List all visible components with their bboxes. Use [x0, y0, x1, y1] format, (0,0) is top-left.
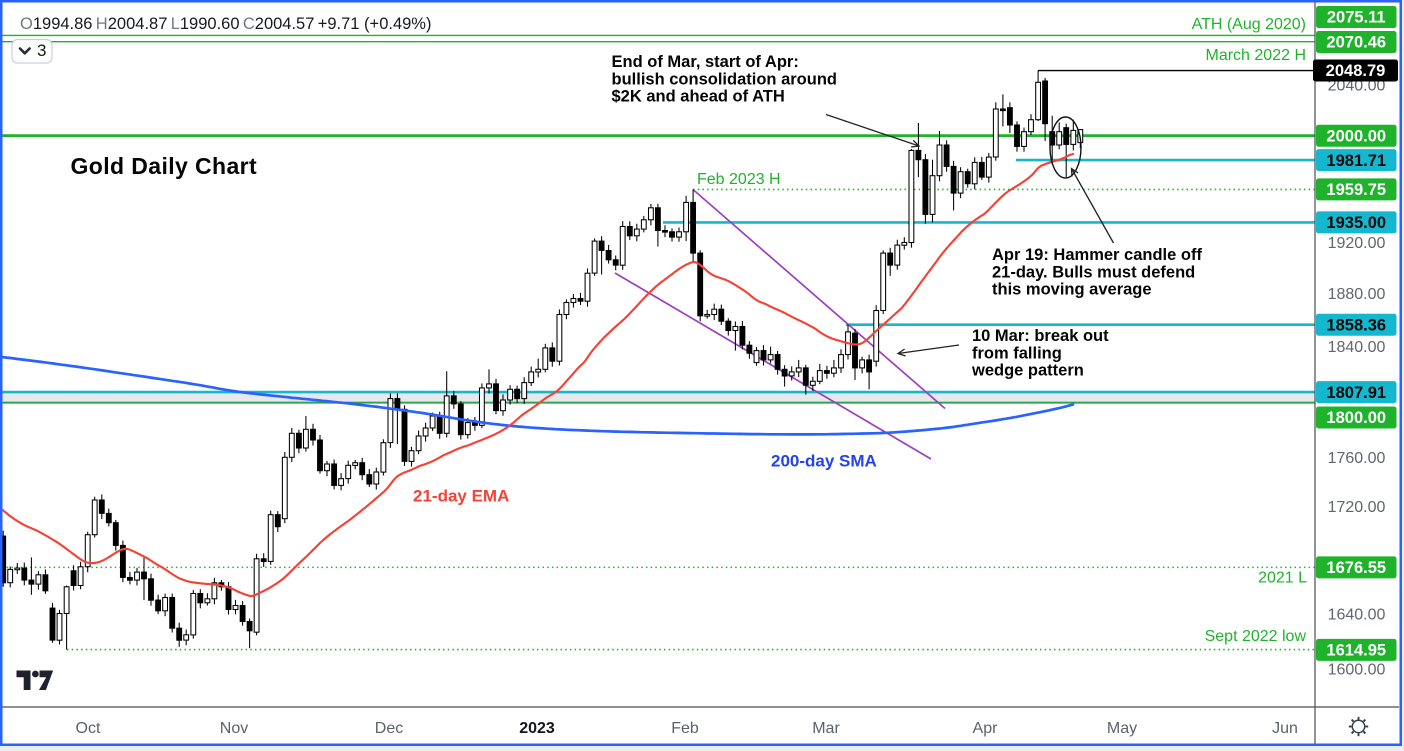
svg-text:1920.00: 1920.00 — [1328, 235, 1386, 252]
svg-text:Jun: Jun — [1272, 720, 1298, 737]
svg-text:Mar: Mar — [812, 720, 840, 737]
svg-text:O1994.86 H2004.87 L1990.60 C20: O1994.86 H2004.87 L1990.60 C2004.57 +9.7… — [20, 15, 431, 33]
svg-text:bullish consolidation around: bullish consolidation around — [612, 70, 838, 88]
svg-text:1880.00: 1880.00 — [1328, 286, 1386, 303]
svg-text:May: May — [1107, 720, 1137, 737]
svg-text:Apr 19: Hammer candle off: Apr 19: Hammer candle off — [992, 246, 1202, 264]
svg-text:Gold Daily Chart: Gold Daily Chart — [71, 153, 258, 179]
svg-text:Feb: Feb — [671, 720, 699, 737]
svg-text:1858.36: 1858.36 — [1326, 316, 1386, 334]
svg-text:1760.00: 1760.00 — [1328, 450, 1386, 467]
svg-text:2075.11: 2075.11 — [1327, 9, 1386, 27]
svg-text:End of Mar, start of Apr:: End of Mar, start of Apr: — [612, 53, 799, 71]
svg-text:Apr: Apr — [973, 720, 999, 737]
svg-text:3: 3 — [37, 41, 46, 60]
svg-text:2023: 2023 — [519, 720, 555, 737]
svg-text:Nov: Nov — [220, 720, 248, 737]
svg-text:1981.71: 1981.71 — [1326, 152, 1386, 170]
svg-text:2000.00: 2000.00 — [1326, 127, 1386, 145]
svg-text:1600.00: 1600.00 — [1328, 662, 1386, 679]
svg-text:1640.00: 1640.00 — [1328, 607, 1386, 624]
svg-text:1720.00: 1720.00 — [1328, 499, 1386, 516]
svg-text:200-day SMA: 200-day SMA — [771, 452, 877, 471]
svg-text:1614.95: 1614.95 — [1326, 642, 1386, 660]
svg-text:1935.00: 1935.00 — [1326, 214, 1386, 232]
svg-text:March 2022 H: March 2022 H — [1206, 47, 1307, 64]
svg-text:1959.75: 1959.75 — [1326, 181, 1386, 199]
svg-text:this moving average: this moving average — [992, 281, 1152, 299]
svg-text:1800.00: 1800.00 — [1326, 409, 1386, 427]
svg-text:from falling: from falling — [972, 344, 1062, 362]
svg-text:10 Mar: break out: 10 Mar: break out — [972, 327, 1109, 345]
svg-text:Oct: Oct — [76, 720, 101, 737]
svg-text:1840.00: 1840.00 — [1328, 339, 1386, 356]
svg-text:ATH (Aug 2020): ATH (Aug 2020) — [1192, 16, 1306, 33]
svg-text:21-day EMA: 21-day EMA — [413, 487, 509, 506]
svg-text:2048.79: 2048.79 — [1326, 62, 1386, 80]
svg-text:$2K and ahead of ATH: $2K and ahead of ATH — [612, 88, 785, 106]
svg-text:2070.46: 2070.46 — [1326, 34, 1386, 52]
svg-text:Feb 2023 H: Feb 2023 H — [697, 171, 781, 188]
svg-text:2021 L: 2021 L — [1258, 570, 1307, 587]
svg-text:1676.55: 1676.55 — [1326, 559, 1386, 577]
svg-text:wedge pattern: wedge pattern — [971, 362, 1084, 380]
svg-text:Sept 2022 low: Sept 2022 low — [1205, 628, 1307, 645]
svg-text:21-day. Bulls must defend: 21-day. Bulls must defend — [992, 263, 1195, 281]
svg-text:Dec: Dec — [375, 720, 403, 737]
svg-text:1807.91: 1807.91 — [1326, 384, 1386, 402]
svg-text:2040.00: 2040.00 — [1328, 78, 1386, 95]
